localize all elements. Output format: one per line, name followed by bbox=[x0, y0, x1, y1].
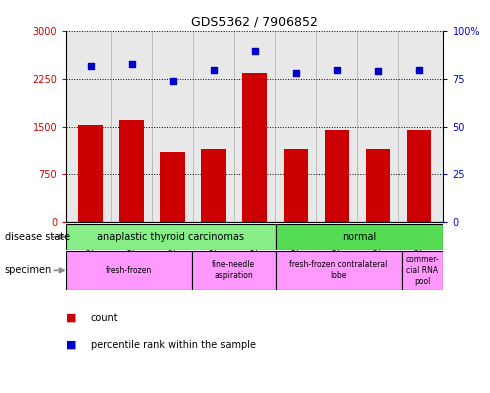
Point bbox=[169, 78, 177, 84]
Bar bbox=[120, 120, 144, 222]
Point bbox=[292, 70, 300, 77]
Text: percentile rank within the sample: percentile rank within the sample bbox=[91, 340, 256, 350]
Text: normal: normal bbox=[343, 232, 377, 242]
Bar bbox=[192, 251, 276, 290]
Point bbox=[374, 68, 382, 75]
Bar bbox=[66, 251, 192, 290]
Text: fresh-frozen: fresh-frozen bbox=[106, 266, 152, 275]
Text: count: count bbox=[91, 312, 118, 323]
Text: specimen: specimen bbox=[5, 265, 52, 275]
Title: GDS5362 / 7906852: GDS5362 / 7906852 bbox=[192, 16, 318, 29]
Bar bbox=[401, 251, 443, 290]
Bar bbox=[66, 224, 276, 250]
Bar bbox=[78, 125, 103, 222]
Point bbox=[128, 61, 136, 67]
Text: fresh-frozen contralateral
lobe: fresh-frozen contralateral lobe bbox=[290, 260, 388, 281]
Text: disease state: disease state bbox=[5, 232, 70, 242]
Bar bbox=[276, 224, 443, 250]
Bar bbox=[243, 73, 267, 222]
Point bbox=[210, 66, 218, 73]
Text: commer-
cial RNA
pool: commer- cial RNA pool bbox=[406, 255, 440, 286]
Text: ■: ■ bbox=[66, 340, 76, 350]
Bar bbox=[201, 149, 226, 222]
Text: fine-needle
aspiration: fine-needle aspiration bbox=[212, 260, 255, 281]
Text: anaplastic thyroid carcinomas: anaplastic thyroid carcinomas bbox=[98, 232, 245, 242]
Bar bbox=[276, 251, 401, 290]
Bar bbox=[284, 149, 308, 222]
Point bbox=[251, 48, 259, 54]
Bar bbox=[161, 152, 185, 222]
Point bbox=[415, 66, 423, 73]
Point bbox=[87, 62, 95, 69]
Bar bbox=[324, 130, 349, 222]
Point bbox=[333, 66, 341, 73]
Bar bbox=[366, 149, 390, 222]
Text: ■: ■ bbox=[66, 312, 76, 323]
Bar bbox=[407, 130, 431, 222]
